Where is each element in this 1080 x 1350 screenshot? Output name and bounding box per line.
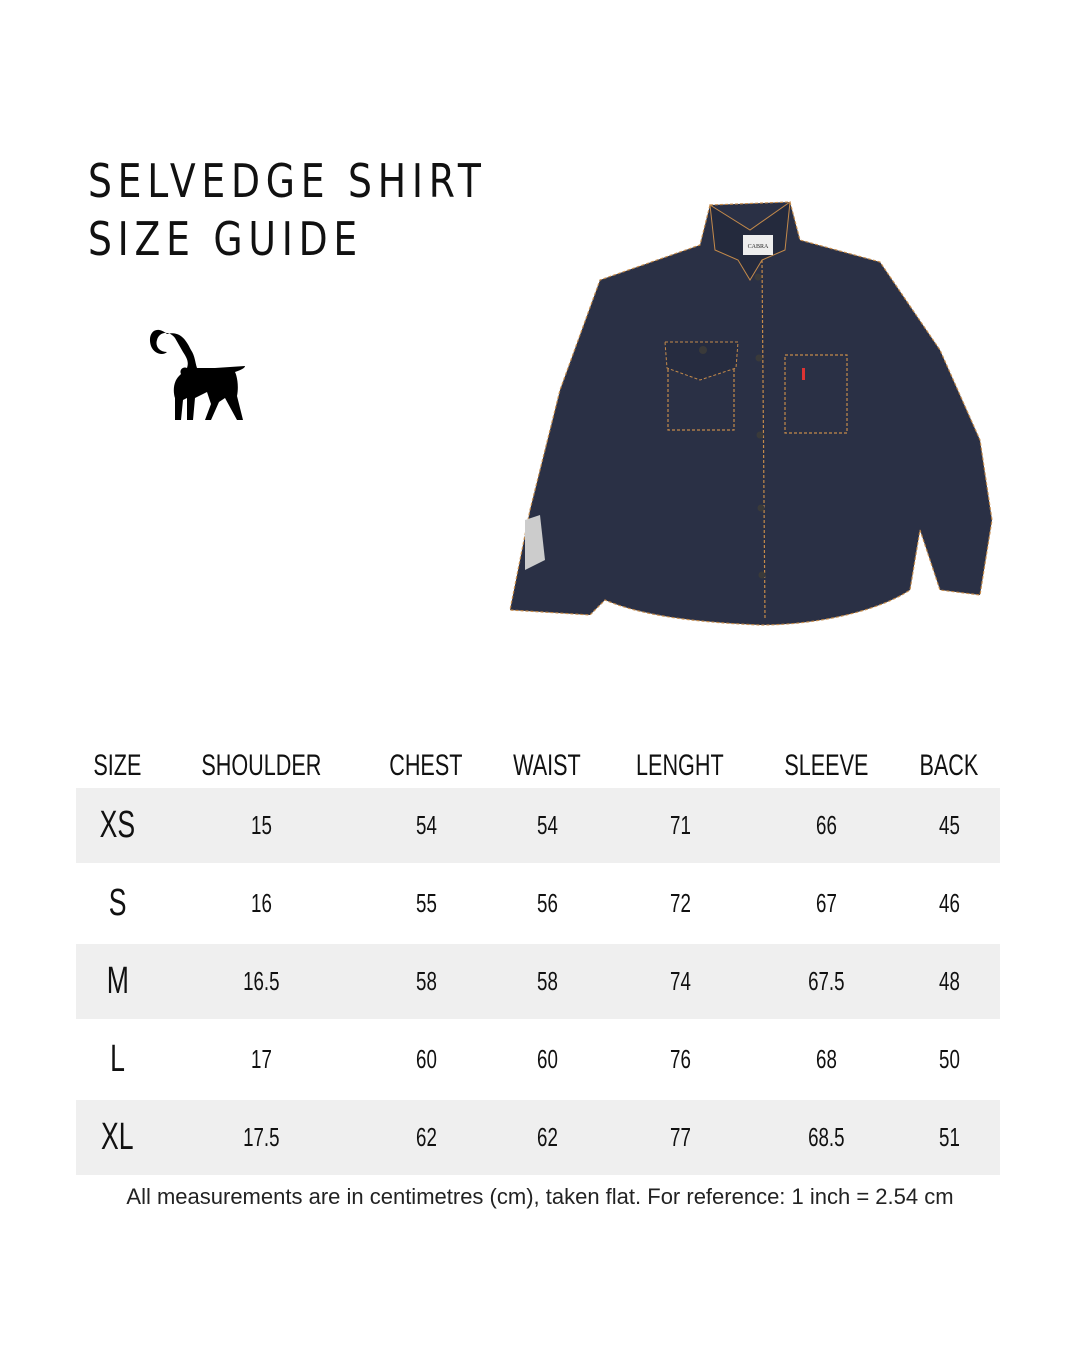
measurement-note: All measurements are in centimetres (cm)… <box>126 1184 954 1209</box>
ibex-goat-icon <box>149 329 245 420</box>
table-row: S 16 55 56 72 67 46 <box>76 866 1000 941</box>
cell-length: 77 <box>605 1100 755 1175</box>
cell-length: 71 <box>605 788 755 863</box>
cell-sleeve: 67.5 <box>754 944 899 1019</box>
cell-length: 76 <box>669 1044 691 1074</box>
page-title: SELVEDGE SHIRT SIZE GUIDE <box>88 152 487 268</box>
cell-shoulder: 15 <box>159 788 364 863</box>
brand-label <box>743 235 773 255</box>
cell-chest: 62 <box>363 1100 489 1175</box>
title-line-2: SIZE GUIDE <box>88 212 363 266</box>
header-size: SIZE <box>93 749 142 782</box>
cell-chest: 58 <box>363 944 489 1019</box>
size-table: SIZE SHOULDER CHEST WAIST LENGHT SLEEVE … <box>76 735 1000 1178</box>
cell-chest: 55 <box>415 888 437 918</box>
header-sleeve: SLEEVE <box>784 749 869 782</box>
cell-back: 46 <box>938 888 960 918</box>
cell-back: 45 <box>898 788 1000 863</box>
cell-sleeve: 66 <box>754 788 899 863</box>
header-shoulder: SHOULDER <box>201 749 322 782</box>
header-chest: CHEST <box>389 749 463 782</box>
table-row: XL 17.5 62 62 77 68.5 51 <box>76 1100 1000 1175</box>
cell-waist: 60 <box>536 1044 558 1074</box>
cell-chest: 60 <box>415 1044 437 1074</box>
denim-shirt-image: CABRA <box>509 200 993 626</box>
cell-shoulder: 17 <box>250 1044 272 1074</box>
table-row: M 16.5 58 58 74 67.5 48 <box>76 944 1000 1019</box>
cell-back: 48 <box>898 944 1000 1019</box>
cell-length: 72 <box>669 888 691 918</box>
table-header-row: SIZE SHOULDER CHEST WAIST LENGHT SLEEVE … <box>76 738 1000 785</box>
table-row: XS 15 54 54 71 66 45 <box>76 788 1000 863</box>
cell-size: M <box>76 944 160 1019</box>
cell-back: 50 <box>938 1044 960 1074</box>
cell-sleeve: 67 <box>816 888 838 918</box>
title-line-1: SELVEDGE SHIRT <box>88 154 487 208</box>
cell-chest: 54 <box>363 788 489 863</box>
cell-sleeve: 68.5 <box>754 1100 899 1175</box>
cell-shoulder: 16 <box>250 888 272 918</box>
cell-shoulder: 17.5 <box>159 1100 364 1175</box>
cell-size: L <box>110 1038 125 1080</box>
cell-back: 51 <box>898 1100 1000 1175</box>
header-length: LENGHT <box>636 749 724 782</box>
cell-waist: 54 <box>488 788 606 863</box>
cell-waist: 58 <box>488 944 606 1019</box>
cell-waist: 62 <box>488 1100 606 1175</box>
cell-shoulder: 16.5 <box>159 944 364 1019</box>
table-row: L 17 60 60 76 68 50 <box>76 1022 1000 1097</box>
cell-length: 74 <box>605 944 755 1019</box>
header-waist: WAIST <box>513 749 581 782</box>
cell-sleeve: 68 <box>816 1044 838 1074</box>
header-back: BACK <box>919 749 979 782</box>
brand-label-text: CABRA <box>748 244 769 250</box>
cell-size: XL <box>76 1100 160 1175</box>
cell-size: XS <box>76 788 160 863</box>
cell-waist: 56 <box>536 888 558 918</box>
cell-size: S <box>108 882 127 924</box>
